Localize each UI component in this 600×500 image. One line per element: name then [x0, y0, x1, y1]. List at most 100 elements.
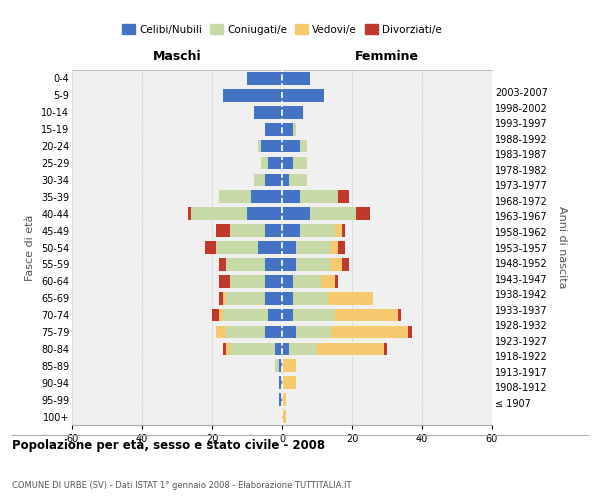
- Bar: [205, 241, 215, 254]
- Text: Maschi: Maschi: [152, 50, 202, 63]
- Bar: [331, 258, 341, 270]
- Bar: [226, 258, 265, 270]
- Bar: [219, 275, 229, 287]
- Bar: [299, 190, 338, 203]
- Bar: [229, 342, 275, 355]
- Bar: [265, 292, 282, 304]
- Bar: [229, 275, 265, 287]
- Bar: [331, 326, 408, 338]
- Bar: [215, 326, 226, 338]
- Bar: [247, 72, 282, 85]
- Bar: [257, 241, 282, 254]
- Bar: [335, 224, 341, 237]
- Bar: [328, 292, 373, 304]
- Bar: [293, 309, 335, 322]
- Bar: [282, 258, 296, 270]
- Bar: [282, 326, 296, 338]
- Bar: [265, 326, 282, 338]
- Bar: [331, 241, 338, 254]
- Bar: [265, 275, 282, 287]
- Bar: [278, 394, 282, 406]
- Legend: Celibi/Nubili, Coniugati/e, Vedovi/e, Divorziati/e: Celibi/Nubili, Coniugati/e, Vedovi/e, Di…: [118, 20, 446, 39]
- Bar: [191, 208, 247, 220]
- Bar: [215, 241, 257, 254]
- Bar: [215, 224, 229, 237]
- Bar: [296, 326, 331, 338]
- Bar: [293, 292, 328, 304]
- Bar: [254, 106, 282, 118]
- Bar: [289, 174, 307, 186]
- Bar: [265, 123, 282, 136]
- Bar: [282, 140, 299, 152]
- Bar: [275, 342, 282, 355]
- Bar: [247, 208, 282, 220]
- Bar: [219, 190, 251, 203]
- Bar: [341, 258, 349, 270]
- Bar: [226, 326, 265, 338]
- Bar: [226, 292, 265, 304]
- Bar: [355, 208, 370, 220]
- Bar: [282, 394, 286, 406]
- Bar: [338, 241, 345, 254]
- Bar: [254, 174, 265, 186]
- Bar: [282, 190, 299, 203]
- Bar: [278, 376, 282, 389]
- Text: Femmine: Femmine: [355, 50, 419, 63]
- Bar: [282, 123, 293, 136]
- Y-axis label: Fasce di età: Fasce di età: [25, 214, 35, 280]
- Bar: [219, 258, 226, 270]
- Bar: [212, 309, 219, 322]
- Bar: [335, 275, 338, 287]
- Bar: [310, 208, 355, 220]
- Bar: [219, 292, 223, 304]
- Bar: [282, 275, 293, 287]
- Bar: [265, 258, 282, 270]
- Bar: [293, 275, 320, 287]
- Bar: [293, 156, 307, 170]
- Bar: [317, 342, 383, 355]
- Bar: [282, 174, 289, 186]
- Bar: [289, 342, 317, 355]
- Bar: [223, 292, 226, 304]
- Bar: [223, 342, 226, 355]
- Bar: [251, 190, 282, 203]
- Bar: [282, 309, 293, 322]
- Bar: [229, 224, 265, 237]
- Bar: [226, 342, 229, 355]
- Bar: [282, 106, 303, 118]
- Bar: [268, 309, 282, 322]
- Bar: [223, 89, 282, 102]
- Bar: [282, 156, 293, 170]
- Bar: [278, 360, 282, 372]
- Bar: [282, 89, 324, 102]
- Bar: [299, 140, 307, 152]
- Bar: [282, 360, 296, 372]
- Bar: [219, 309, 223, 322]
- Bar: [408, 326, 412, 338]
- Y-axis label: Anni di nascita: Anni di nascita: [557, 206, 567, 289]
- Bar: [335, 309, 398, 322]
- Bar: [265, 174, 282, 186]
- Bar: [261, 140, 282, 152]
- Text: Popolazione per età, sesso e stato civile - 2008: Popolazione per età, sesso e stato civil…: [12, 440, 325, 452]
- Bar: [299, 224, 335, 237]
- Bar: [282, 208, 310, 220]
- Bar: [338, 190, 349, 203]
- Bar: [296, 258, 331, 270]
- Bar: [223, 309, 268, 322]
- Bar: [268, 156, 282, 170]
- Bar: [282, 376, 296, 389]
- Bar: [282, 410, 286, 423]
- Bar: [282, 241, 296, 254]
- Bar: [282, 342, 289, 355]
- Bar: [187, 208, 191, 220]
- Bar: [265, 224, 282, 237]
- Bar: [320, 275, 335, 287]
- Text: COMUNE DI URBE (SV) - Dati ISTAT 1° gennaio 2008 - Elaborazione TUTTITALIA.IT: COMUNE DI URBE (SV) - Dati ISTAT 1° genn…: [12, 481, 352, 490]
- Bar: [398, 309, 401, 322]
- Bar: [341, 224, 345, 237]
- Bar: [257, 140, 261, 152]
- Bar: [293, 123, 296, 136]
- Bar: [282, 224, 299, 237]
- Bar: [275, 360, 278, 372]
